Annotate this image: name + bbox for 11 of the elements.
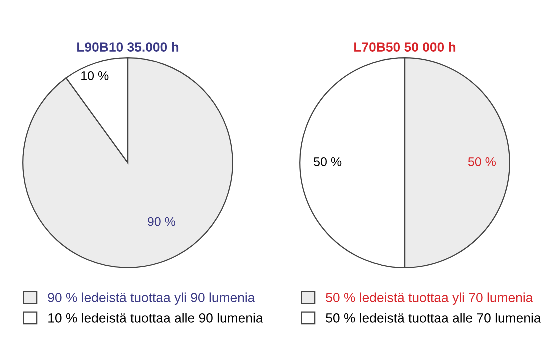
data-label: 10 % — [82, 71, 109, 80]
chart-title: L90B10 35.000 h — [78, 42, 179, 52]
data-label: 90 % — [148, 217, 176, 226]
legend-label: 50 % ledeistä tuottaa yli 70 lumenia — [326, 292, 534, 306]
legend-label: 50 % ledeistä tuottaa alle 70 lumenia — [326, 313, 542, 323]
chart-title: L70B50 50 000 h — [354, 42, 456, 52]
legend-label: 90 % ledeistä tuottaa yli 90 lumenia — [48, 292, 256, 306]
legend-label: 10 % ledeistä tuottaa alle 90 lumenia — [48, 313, 264, 323]
data-label: 50 % — [468, 158, 496, 166]
pie-slice — [22, 58, 234, 268]
data-label: 50 % — [314, 158, 342, 166]
